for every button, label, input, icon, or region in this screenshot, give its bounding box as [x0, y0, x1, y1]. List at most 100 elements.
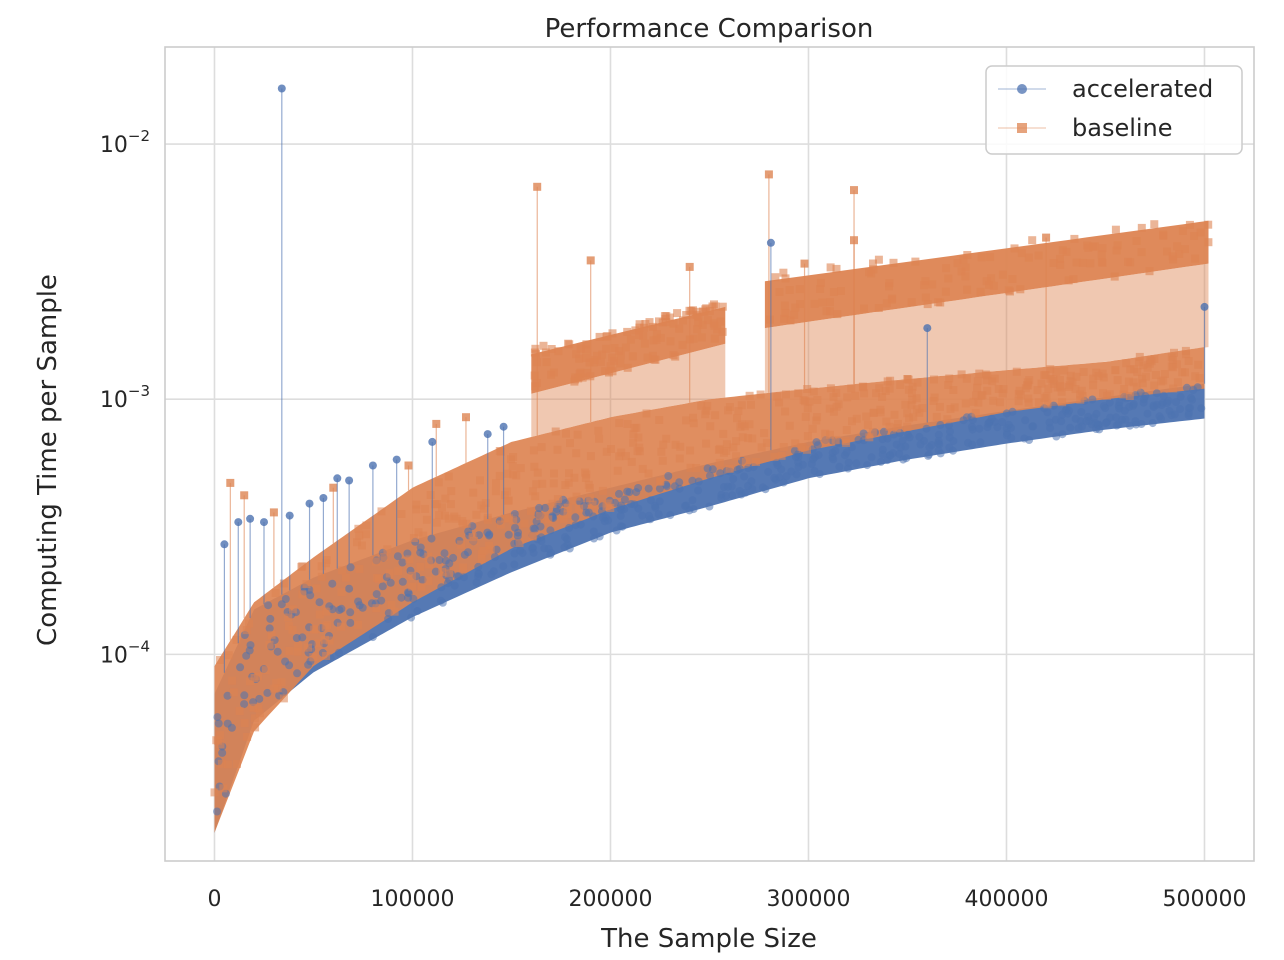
baseline-point — [848, 417, 856, 426]
accelerated-point — [975, 424, 984, 433]
baseline-point — [694, 318, 703, 327]
baseline-point — [1178, 227, 1187, 235]
accelerated-point — [453, 572, 462, 581]
baseline-point — [1040, 394, 1049, 402]
accelerated-point — [435, 556, 444, 564]
baseline-point — [355, 564, 364, 573]
baseline-point — [298, 590, 307, 599]
accelerated-point — [1143, 409, 1152, 418]
accelerated-point — [708, 465, 717, 474]
baseline-point — [1139, 361, 1148, 370]
baseline-point — [322, 607, 331, 616]
accelerated-outlier-point — [428, 437, 437, 446]
baseline-point — [669, 319, 678, 328]
baseline-point — [734, 407, 743, 416]
baseline-point — [639, 331, 648, 340]
baseline-point — [1014, 397, 1023, 406]
baseline-point — [1033, 386, 1042, 395]
baseline-point — [390, 607, 399, 616]
baseline-point — [531, 382, 540, 391]
baseline-upper-connection — [764, 263, 1209, 394]
accelerated-point — [915, 432, 924, 441]
baseline-point — [583, 368, 592, 377]
baseline-point — [716, 317, 725, 326]
baseline-point — [565, 469, 573, 478]
baseline-point — [682, 311, 691, 319]
accelerated-point — [1007, 423, 1015, 432]
baseline-point — [686, 463, 695, 472]
accelerated-point — [528, 544, 537, 553]
accelerated-point — [905, 433, 914, 442]
accelerated-point — [474, 562, 483, 571]
accelerated-point — [516, 546, 525, 555]
baseline-point — [1129, 378, 1138, 387]
baseline-point — [987, 274, 996, 283]
baseline-point — [564, 478, 573, 487]
baseline-point — [978, 391, 987, 400]
accelerated-point — [427, 534, 436, 543]
baseline-point — [232, 635, 241, 644]
baseline-point — [998, 389, 1007, 398]
baseline-point — [438, 568, 447, 576]
baseline-point — [860, 304, 868, 313]
accelerated-point — [632, 488, 641, 497]
baseline-point — [780, 301, 789, 310]
baseline-point — [317, 572, 326, 581]
baseline-point — [562, 429, 570, 438]
baseline-point — [660, 312, 669, 321]
baseline-point — [659, 440, 668, 449]
baseline-point — [254, 704, 263, 713]
baseline-point — [935, 402, 944, 411]
baseline-point — [1060, 366, 1069, 375]
baseline-point — [658, 456, 667, 465]
baseline-point — [1181, 368, 1189, 377]
baseline-point — [1078, 258, 1087, 267]
baseline-point — [810, 299, 819, 308]
baseline-point — [1028, 236, 1037, 245]
accelerated-point — [620, 495, 629, 504]
baseline-point — [459, 563, 468, 572]
baseline-point — [1160, 370, 1169, 378]
baseline-point — [771, 273, 780, 282]
baseline-point — [679, 316, 687, 325]
baseline-point — [623, 327, 632, 336]
baseline-point — [245, 619, 253, 628]
baseline-point — [826, 384, 835, 393]
baseline-point — [983, 371, 992, 380]
baseline-point — [542, 358, 551, 367]
accelerated-point — [1088, 395, 1097, 404]
accelerated-point — [685, 506, 694, 515]
accelerated-point — [571, 513, 580, 522]
baseline-point — [310, 625, 319, 634]
baseline-point — [737, 420, 746, 429]
accelerated-point — [645, 511, 653, 520]
baseline-point — [907, 298, 916, 307]
accelerated-point — [728, 491, 737, 500]
baseline-point — [842, 438, 851, 447]
baseline-point — [779, 443, 788, 451]
baseline-point — [293, 647, 302, 656]
legend-accelerated-marker — [1017, 84, 1027, 94]
baseline-point — [725, 464, 734, 473]
baseline-point — [1167, 353, 1176, 362]
baseline-point — [1194, 360, 1203, 369]
baseline-point — [1163, 247, 1171, 256]
baseline-point — [608, 329, 617, 338]
baseline-point — [530, 462, 539, 471]
baseline-point — [472, 510, 481, 519]
accelerated-point — [293, 669, 302, 678]
baseline-point — [1072, 258, 1081, 267]
baseline-point — [791, 439, 800, 448]
accelerated-point — [844, 458, 853, 467]
baseline-point — [551, 427, 560, 436]
accelerated-point — [733, 465, 742, 474]
baseline-point — [223, 760, 232, 769]
baseline-point — [975, 369, 984, 378]
baseline-point — [942, 264, 951, 273]
baseline-outlier-point — [226, 478, 235, 487]
accelerated-point — [616, 522, 625, 531]
baseline-point — [623, 363, 632, 372]
baseline-point — [1091, 242, 1099, 251]
baseline-point — [790, 310, 799, 319]
baseline-point — [394, 567, 403, 576]
